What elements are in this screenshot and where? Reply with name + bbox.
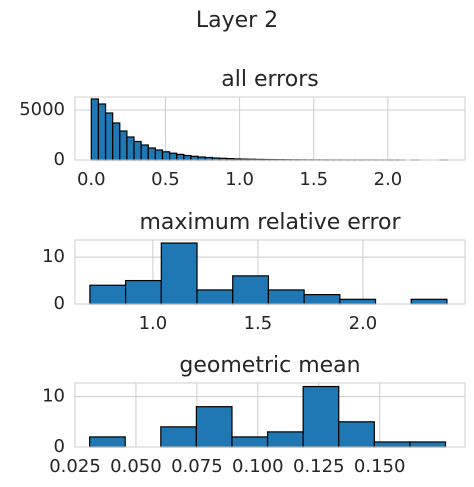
x-tick-label: 0.075 — [171, 456, 223, 477]
figure-title: Layer 2 — [196, 8, 278, 33]
histogram-bar — [112, 122, 121, 161]
histogram-bar — [339, 298, 377, 305]
histogram-bar — [133, 140, 142, 161]
x-tick-label: 0.0 — [77, 169, 106, 190]
histogram-bar — [267, 289, 305, 305]
histogram-bar — [195, 406, 233, 448]
y-tick-label: 0 — [54, 293, 65, 314]
histogram-bar — [97, 103, 107, 161]
histogram-bar — [104, 112, 114, 161]
x-tick-label: 1.5 — [299, 169, 328, 190]
x-tick-label: 1.0 — [225, 169, 254, 190]
y-tick-label: 10 — [42, 246, 65, 267]
histogram-bar — [302, 385, 340, 448]
subplot-title: all errors — [221, 67, 318, 92]
histogram-bar — [161, 151, 171, 161]
histogram-bar — [231, 436, 269, 448]
x-tick-label: 0.050 — [110, 456, 162, 477]
x-tick-label: 0.100 — [232, 456, 284, 477]
axes-frame — [74, 239, 466, 305]
axes-frame — [74, 382, 466, 448]
histogram-bar — [409, 441, 447, 448]
axes-frame — [74, 96, 466, 161]
histogram-bar — [190, 155, 199, 161]
x-tick-label: 2.0 — [374, 169, 403, 190]
histogram-bar — [338, 421, 375, 448]
histogram-bar — [176, 153, 185, 161]
histogram-bar — [89, 436, 126, 448]
y-tick-label: 0 — [54, 149, 65, 170]
x-tick-label: 0.125 — [293, 456, 345, 477]
histogram-bar — [125, 279, 162, 305]
histogram-bar — [147, 147, 156, 161]
histogram-bar — [196, 289, 234, 305]
histogram-bar — [126, 136, 135, 161]
histogram-bar — [169, 152, 178, 161]
histogram-bar — [232, 275, 270, 305]
x-tick-label: 0.025 — [49, 456, 101, 477]
y-tick-label: 5000 — [19, 99, 65, 120]
histogram-bar — [160, 242, 198, 305]
y-tick-label: 10 — [42, 386, 65, 407]
histogram-bar — [410, 298, 448, 305]
x-tick-label: 0.150 — [354, 456, 406, 477]
subplot-title: maximum relative error — [139, 210, 401, 235]
histogram-bar — [373, 441, 411, 448]
x-tick-label: 2.0 — [349, 313, 378, 334]
x-tick-label: 0.5 — [151, 169, 180, 190]
x-tick-label: 1.5 — [244, 313, 273, 334]
subplot-title: geometric mean — [179, 353, 360, 378]
y-tick-label: 0 — [54, 436, 65, 457]
histogram-bar — [154, 149, 164, 161]
histogram-bar — [140, 144, 149, 161]
histogram-bar — [90, 98, 100, 161]
histogram-bar — [183, 154, 192, 161]
x-tick-label: 1.0 — [139, 313, 168, 334]
histogram-bar — [266, 431, 304, 448]
histogram-bar — [303, 294, 341, 305]
histogram-bar — [89, 284, 127, 305]
histogram-bar — [160, 426, 197, 448]
histogram-bar — [119, 130, 128, 161]
